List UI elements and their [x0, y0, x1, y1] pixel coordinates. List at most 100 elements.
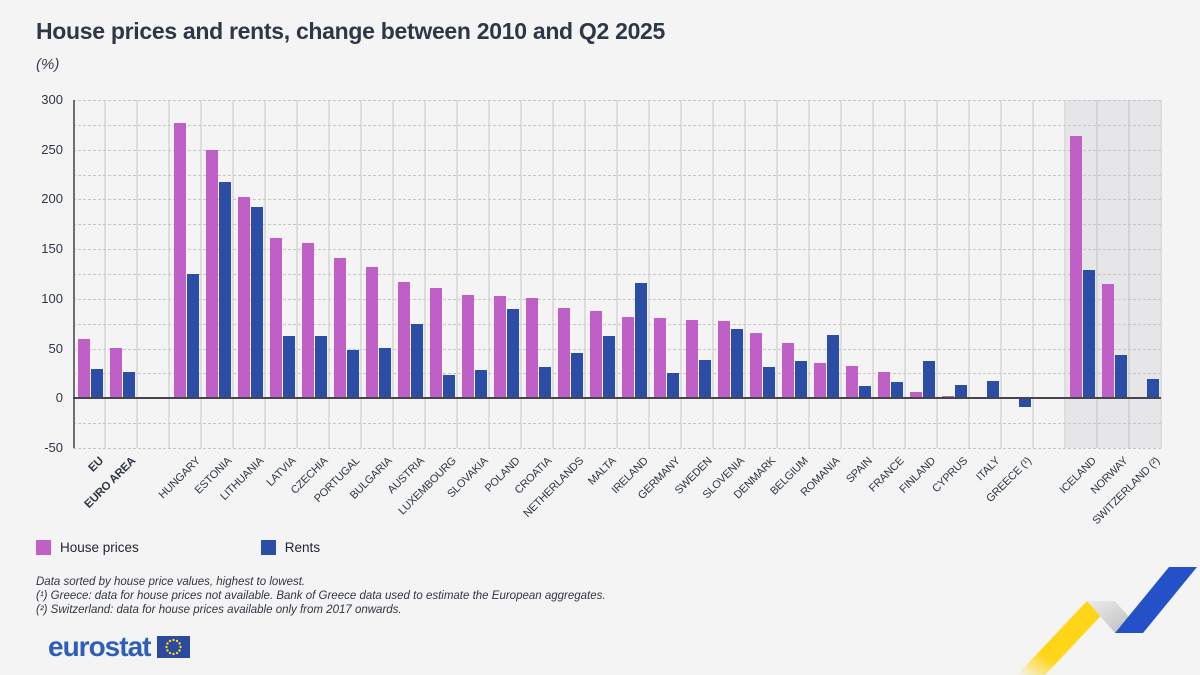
bar-house-prices-sweden [686, 319, 698, 399]
bar-rents-hungary [187, 274, 199, 399]
bar-rents-lithuania [251, 207, 263, 399]
bar-rents-slovenia [731, 328, 743, 399]
y-axis-line [73, 100, 75, 448]
legend: House prices Rents [36, 540, 320, 555]
bar-house-prices-czechia [302, 243, 314, 399]
bar-house-prices-euro-area [110, 347, 122, 399]
chart-subtitle: (%) [36, 56, 60, 73]
bar-rents-latvia [283, 335, 295, 399]
bar-house-prices-eu [78, 338, 90, 399]
bar-rents-malta [603, 335, 615, 399]
bar-house-prices-belgium [782, 342, 794, 399]
bar-house-prices-bulgaria [366, 267, 378, 399]
bar-rents-luxembourg [443, 375, 455, 399]
y-tick-label: -50 [44, 440, 63, 455]
bar-house-prices-iceland [1070, 135, 1082, 399]
bar-rents-ireland [635, 282, 647, 399]
bar-house-prices-romania [814, 363, 826, 399]
bar-rents-poland [507, 308, 519, 399]
bar-rents-portugal [347, 349, 359, 399]
bar-rents-belgium [795, 360, 807, 399]
h-gridline [73, 274, 1161, 275]
bar-house-prices-norway [1102, 283, 1114, 399]
h-gridline [73, 249, 1161, 251]
x-category-label: ITALY [974, 455, 1003, 484]
h-gridline [73, 149, 1161, 151]
bar-house-prices-croatia [526, 297, 538, 399]
bar-rents-france [891, 382, 903, 399]
bar-rents-euro-area [123, 372, 135, 399]
eurostat-ribbon-graphic [1017, 567, 1197, 675]
bar-rents-eu [91, 369, 103, 399]
bar-rents-spain [859, 386, 871, 399]
bar-rents-romania [827, 334, 839, 399]
y-tick-label: 300 [41, 92, 63, 107]
h-gridline [73, 224, 1161, 226]
bar-rents-italy [987, 381, 999, 399]
h-gridline [73, 199, 1161, 201]
h-gridline [73, 100, 1161, 101]
bar-house-prices-estonia [206, 149, 218, 399]
bar-rents-netherlands [571, 352, 583, 399]
bar-rents-germany [667, 373, 679, 399]
bar-house-prices-latvia [270, 238, 282, 399]
bar-house-prices-hungary [174, 122, 186, 399]
bar-house-prices-spain [846, 366, 858, 399]
bar-house-prices-netherlands [558, 307, 570, 399]
x-category-label: HUNGARY [156, 455, 203, 502]
x-category-label: SPAIN [843, 455, 875, 486]
bar-rents-iceland [1083, 270, 1095, 399]
eurostat-logo: eurostat [48, 633, 191, 661]
bar-house-prices-malta [590, 310, 602, 399]
y-tick-label: 150 [41, 241, 63, 257]
y-tick-label: 250 [41, 141, 63, 157]
bar-rents-austria [411, 323, 423, 399]
bar-rents-switzerland [1147, 379, 1159, 399]
bar-rents-finland [923, 360, 935, 399]
footnote-switzerland: (²) Switzerland: data for house prices a… [36, 604, 402, 616]
bar-rents-croatia [539, 367, 551, 399]
footnote-sort-order: Data sorted by house price values, highe… [36, 576, 306, 588]
bar-rents-denmark [763, 367, 775, 399]
bar-house-prices-poland [494, 295, 506, 399]
x-category-label: NETHERLANDS [521, 455, 587, 520]
y-tick-label: 50 [48, 340, 63, 356]
h-gridline [73, 423, 1161, 425]
rents-legend-label: Rents [284, 540, 321, 555]
chart-title: House prices and rents, change between 2… [36, 18, 666, 44]
h-gridline [73, 348, 1161, 350]
bar-house-prices-slovenia [718, 320, 730, 399]
footnotes: Data sorted by house price values, highe… [36, 575, 606, 617]
bar-house-prices-denmark [750, 332, 762, 399]
bar-house-prices-germany [654, 317, 666, 399]
h-gridline [73, 373, 1161, 375]
h-gridline [73, 298, 1161, 300]
v-gridline [1160, 100, 1162, 448]
bar-house-prices-finland [910, 392, 922, 399]
bar-rents-sweden [699, 359, 711, 399]
x-axis-zero-line [73, 397, 1161, 400]
house-prices-legend-swatch [36, 540, 51, 555]
y-axis-labels: 300 250 200 150 100 50 0 -50 [18, 92, 63, 460]
eu-flag-icon [157, 636, 191, 658]
bar-house-prices-ireland [622, 316, 634, 399]
footnote-greece: (¹) Greece: data for house prices not av… [36, 590, 606, 602]
rents-legend-swatch [260, 540, 276, 555]
h-gridline [73, 124, 1161, 126]
y-tick-label: 0 [55, 390, 63, 406]
bar-rents-bulgaria [379, 347, 391, 399]
bar-rents-norway [1115, 354, 1127, 399]
bar-rents-greece [1019, 398, 1031, 408]
bar-rents-slovakia [475, 370, 487, 399]
bar-house-prices-austria [398, 281, 410, 399]
bar-rents-cyprus [955, 385, 967, 399]
bar-rents-czechia [315, 335, 327, 399]
h-gridline [73, 448, 1161, 449]
bar-house-prices-slovakia [462, 294, 474, 399]
bar-house-prices-lithuania [238, 197, 250, 399]
x-category-label: EU [86, 455, 107, 475]
bar-house-prices-portugal [334, 258, 346, 399]
h-gridline [73, 323, 1161, 325]
bar-house-prices-luxembourg [430, 287, 442, 399]
